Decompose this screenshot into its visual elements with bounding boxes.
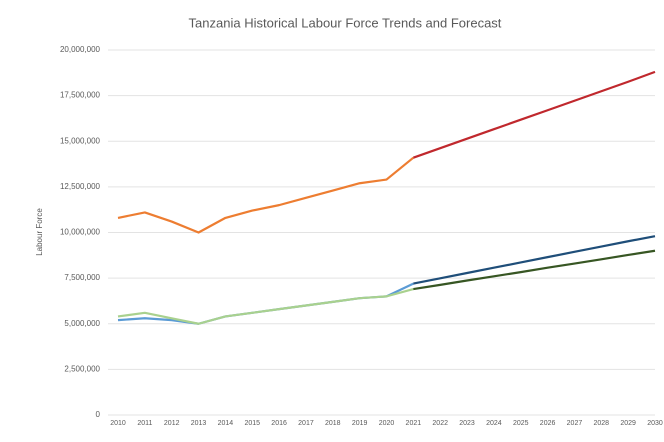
x-tick-label: 2017 — [298, 420, 314, 427]
x-tick-label: 2022 — [432, 420, 448, 427]
x-tick-label: 2028 — [594, 420, 610, 427]
y-tick-label: 2,500,000 — [64, 364, 100, 373]
series-line — [413, 235, 656, 285]
x-tick-label: 2010 — [110, 420, 126, 427]
x-tick-label: 2019 — [352, 420, 368, 427]
x-tick-label: 2014 — [218, 420, 234, 427]
x-tick-label: 2021 — [406, 420, 422, 427]
series-line — [412, 70, 656, 159]
x-tick-label: 2027 — [567, 420, 583, 427]
x-tick-label: 2020 — [379, 420, 395, 427]
y-tick-label: 12,500,000 — [60, 182, 101, 191]
y-tick-label: 5,000,000 — [64, 319, 100, 328]
y-tick-label: 10,000,000 — [60, 228, 101, 237]
series-line — [117, 282, 414, 325]
x-tick-label: 2011 — [137, 420, 152, 427]
x-tick-label: 2012 — [164, 420, 180, 427]
x-tick-label: 2030 — [647, 420, 663, 427]
x-tick-label: 2023 — [459, 420, 475, 427]
x-tick-label: 2018 — [325, 420, 341, 427]
y-tick-label: 7,500,000 — [64, 273, 100, 282]
x-tick-label: 2025 — [513, 420, 529, 427]
x-tick-label: 2016 — [271, 420, 287, 427]
x-tick-label: 2015 — [244, 420, 260, 427]
y-tick-label: 15,000,000 — [60, 136, 101, 145]
x-tick-label: 2013 — [191, 420, 207, 427]
y-axis-label: Labour Force — [35, 208, 44, 256]
series-line — [117, 156, 415, 234]
y-tick-label: 20,000,000 — [60, 45, 101, 54]
x-tick-label: 2024 — [486, 420, 502, 427]
y-tick-label: 17,500,000 — [60, 91, 101, 100]
x-tick-label: 2029 — [620, 420, 636, 427]
chart-title: Tanzania Historical Labour Force Trends … — [189, 15, 502, 30]
y-tick-label: 0 — [96, 410, 101, 419]
series-line — [413, 249, 656, 291]
x-tick-label: 2026 — [540, 420, 556, 427]
series-line — [117, 288, 414, 325]
